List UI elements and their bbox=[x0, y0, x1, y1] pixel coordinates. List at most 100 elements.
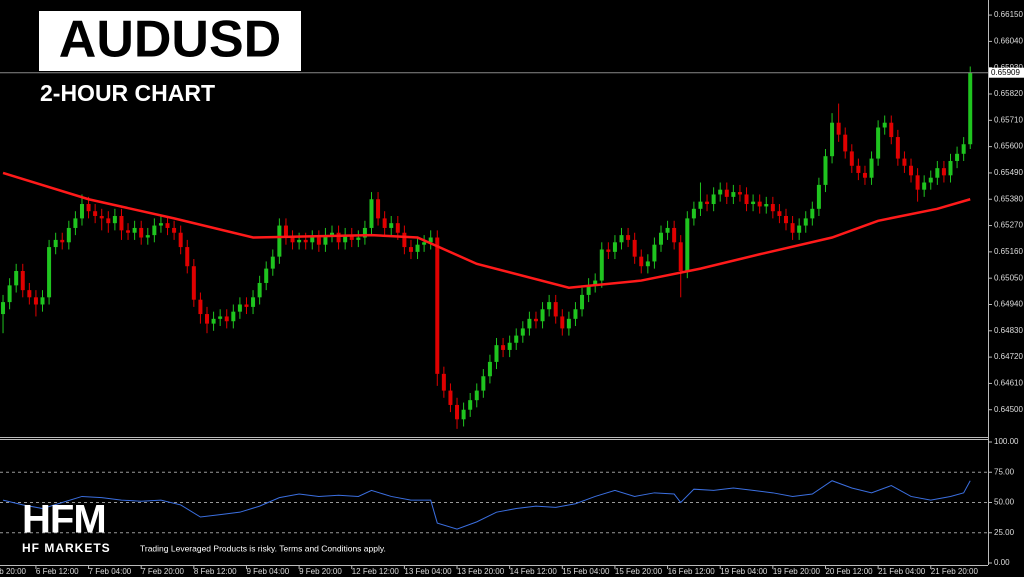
candle-body bbox=[172, 227, 177, 233]
disclaimer: Trading Leveraged Products is risky. Ter… bbox=[140, 543, 386, 553]
candle-body bbox=[382, 218, 387, 228]
candle-body bbox=[395, 223, 400, 233]
candle-body bbox=[507, 342, 512, 350]
candle-body bbox=[415, 244, 420, 252]
candle-body bbox=[14, 271, 19, 286]
candle-body bbox=[468, 400, 473, 410]
candle-body bbox=[310, 237, 315, 243]
candle-body bbox=[573, 309, 578, 319]
candle-body bbox=[764, 204, 769, 207]
y-tick-label: 0.64940 bbox=[994, 300, 1023, 309]
title-box bbox=[39, 11, 301, 71]
candle-body bbox=[191, 266, 196, 300]
y-tick-label: 100.00 bbox=[994, 437, 1019, 446]
candle-body bbox=[724, 189, 729, 197]
candle-body bbox=[527, 318, 532, 329]
candle-body bbox=[678, 242, 683, 272]
candle-body bbox=[797, 225, 802, 233]
candle-body bbox=[126, 230, 131, 233]
candle-body bbox=[86, 204, 91, 212]
candle-body bbox=[264, 268, 269, 283]
x-tick-label: 8 Feb 12:00 bbox=[194, 567, 237, 576]
candle-body bbox=[132, 227, 137, 233]
candle-body bbox=[79, 204, 84, 219]
candle-body bbox=[112, 215, 117, 224]
candle-body bbox=[330, 232, 335, 236]
candle-body bbox=[632, 239, 637, 257]
candle-body bbox=[270, 256, 275, 269]
x-tick-label: 14 Feb 12:00 bbox=[510, 567, 558, 576]
x-tick-label: 15 Feb 04:00 bbox=[562, 567, 610, 576]
y-tick-label: 0.66150 bbox=[994, 10, 1023, 19]
candle-body bbox=[40, 297, 45, 305]
y-tick-label: 0.64500 bbox=[994, 405, 1023, 414]
y-tick-label: 0.65380 bbox=[994, 194, 1023, 203]
candle-body bbox=[652, 244, 657, 262]
candle-body bbox=[139, 227, 144, 238]
x-tick-label: 7 Feb 04:00 bbox=[89, 567, 132, 576]
candle-body bbox=[218, 316, 223, 319]
x-tick-label: 19 Feb 04:00 bbox=[720, 567, 768, 576]
candle-body bbox=[158, 223, 163, 226]
candle-body bbox=[198, 299, 203, 315]
x-tick-label: 13 Feb 20:00 bbox=[457, 567, 505, 576]
candle-body bbox=[422, 242, 427, 245]
x-tick-label: 21 Feb 20:00 bbox=[931, 567, 979, 576]
candle-body bbox=[514, 335, 519, 343]
x-tick-label: 9 Feb 04:00 bbox=[246, 567, 289, 576]
candle-body bbox=[941, 168, 946, 176]
candle-body bbox=[645, 261, 650, 267]
candle-body bbox=[777, 211, 782, 216]
x-tick-label: 12 Feb 12:00 bbox=[352, 567, 400, 576]
candle-body bbox=[862, 172, 867, 178]
candle-body bbox=[876, 127, 881, 159]
candle-body bbox=[955, 153, 960, 161]
candle-body bbox=[784, 215, 789, 224]
candle-body bbox=[658, 232, 663, 245]
candle-body bbox=[356, 237, 361, 240]
candle-body bbox=[106, 218, 111, 224]
y-tick-label: 75.00 bbox=[994, 467, 1015, 476]
candle-body bbox=[665, 227, 670, 233]
candle-body bbox=[744, 194, 749, 205]
candle-body bbox=[737, 192, 742, 195]
candle-body bbox=[731, 192, 736, 197]
candle-body bbox=[185, 247, 190, 267]
y-tick-label: 0.65050 bbox=[994, 273, 1023, 282]
y-tick-label: 0.64720 bbox=[994, 352, 1023, 361]
y-tick-label: 50.00 bbox=[994, 498, 1015, 507]
candle-body bbox=[303, 239, 308, 243]
candle-body bbox=[93, 211, 98, 216]
candle-body bbox=[494, 345, 499, 362]
candle-body bbox=[461, 409, 466, 420]
candle-body bbox=[257, 282, 262, 298]
candle-body bbox=[915, 175, 920, 190]
candle-body bbox=[586, 285, 591, 295]
candle-body bbox=[606, 249, 611, 252]
candle-body bbox=[922, 182, 927, 190]
x-tick-label: 20 Feb 12:00 bbox=[825, 567, 873, 576]
x-tick-label: 9 Feb 20:00 bbox=[299, 567, 342, 576]
candle-body bbox=[336, 232, 341, 243]
candle-body bbox=[705, 201, 710, 205]
candle-body bbox=[501, 345, 506, 350]
candle-body bbox=[895, 137, 900, 159]
subtitle: 2-HOUR CHART bbox=[40, 80, 215, 106]
x-tick-label: 15 Feb 20:00 bbox=[615, 567, 663, 576]
candle-body bbox=[290, 237, 295, 243]
candle-body bbox=[553, 302, 558, 317]
candle-body bbox=[856, 165, 861, 173]
candle-body bbox=[297, 239, 302, 243]
candle-body bbox=[520, 328, 525, 336]
y-tick-label: 0.65490 bbox=[994, 168, 1023, 177]
x-tick-label: 13 Feb 04:00 bbox=[404, 567, 452, 576]
candle-body bbox=[928, 177, 933, 183]
candle-body bbox=[231, 311, 236, 322]
candle-body bbox=[547, 302, 552, 310]
candle-body bbox=[836, 122, 841, 135]
candle-body bbox=[533, 318, 538, 322]
candle-body bbox=[902, 158, 907, 166]
y-tick-label: 25.00 bbox=[994, 528, 1015, 537]
candle-body bbox=[961, 144, 966, 154]
